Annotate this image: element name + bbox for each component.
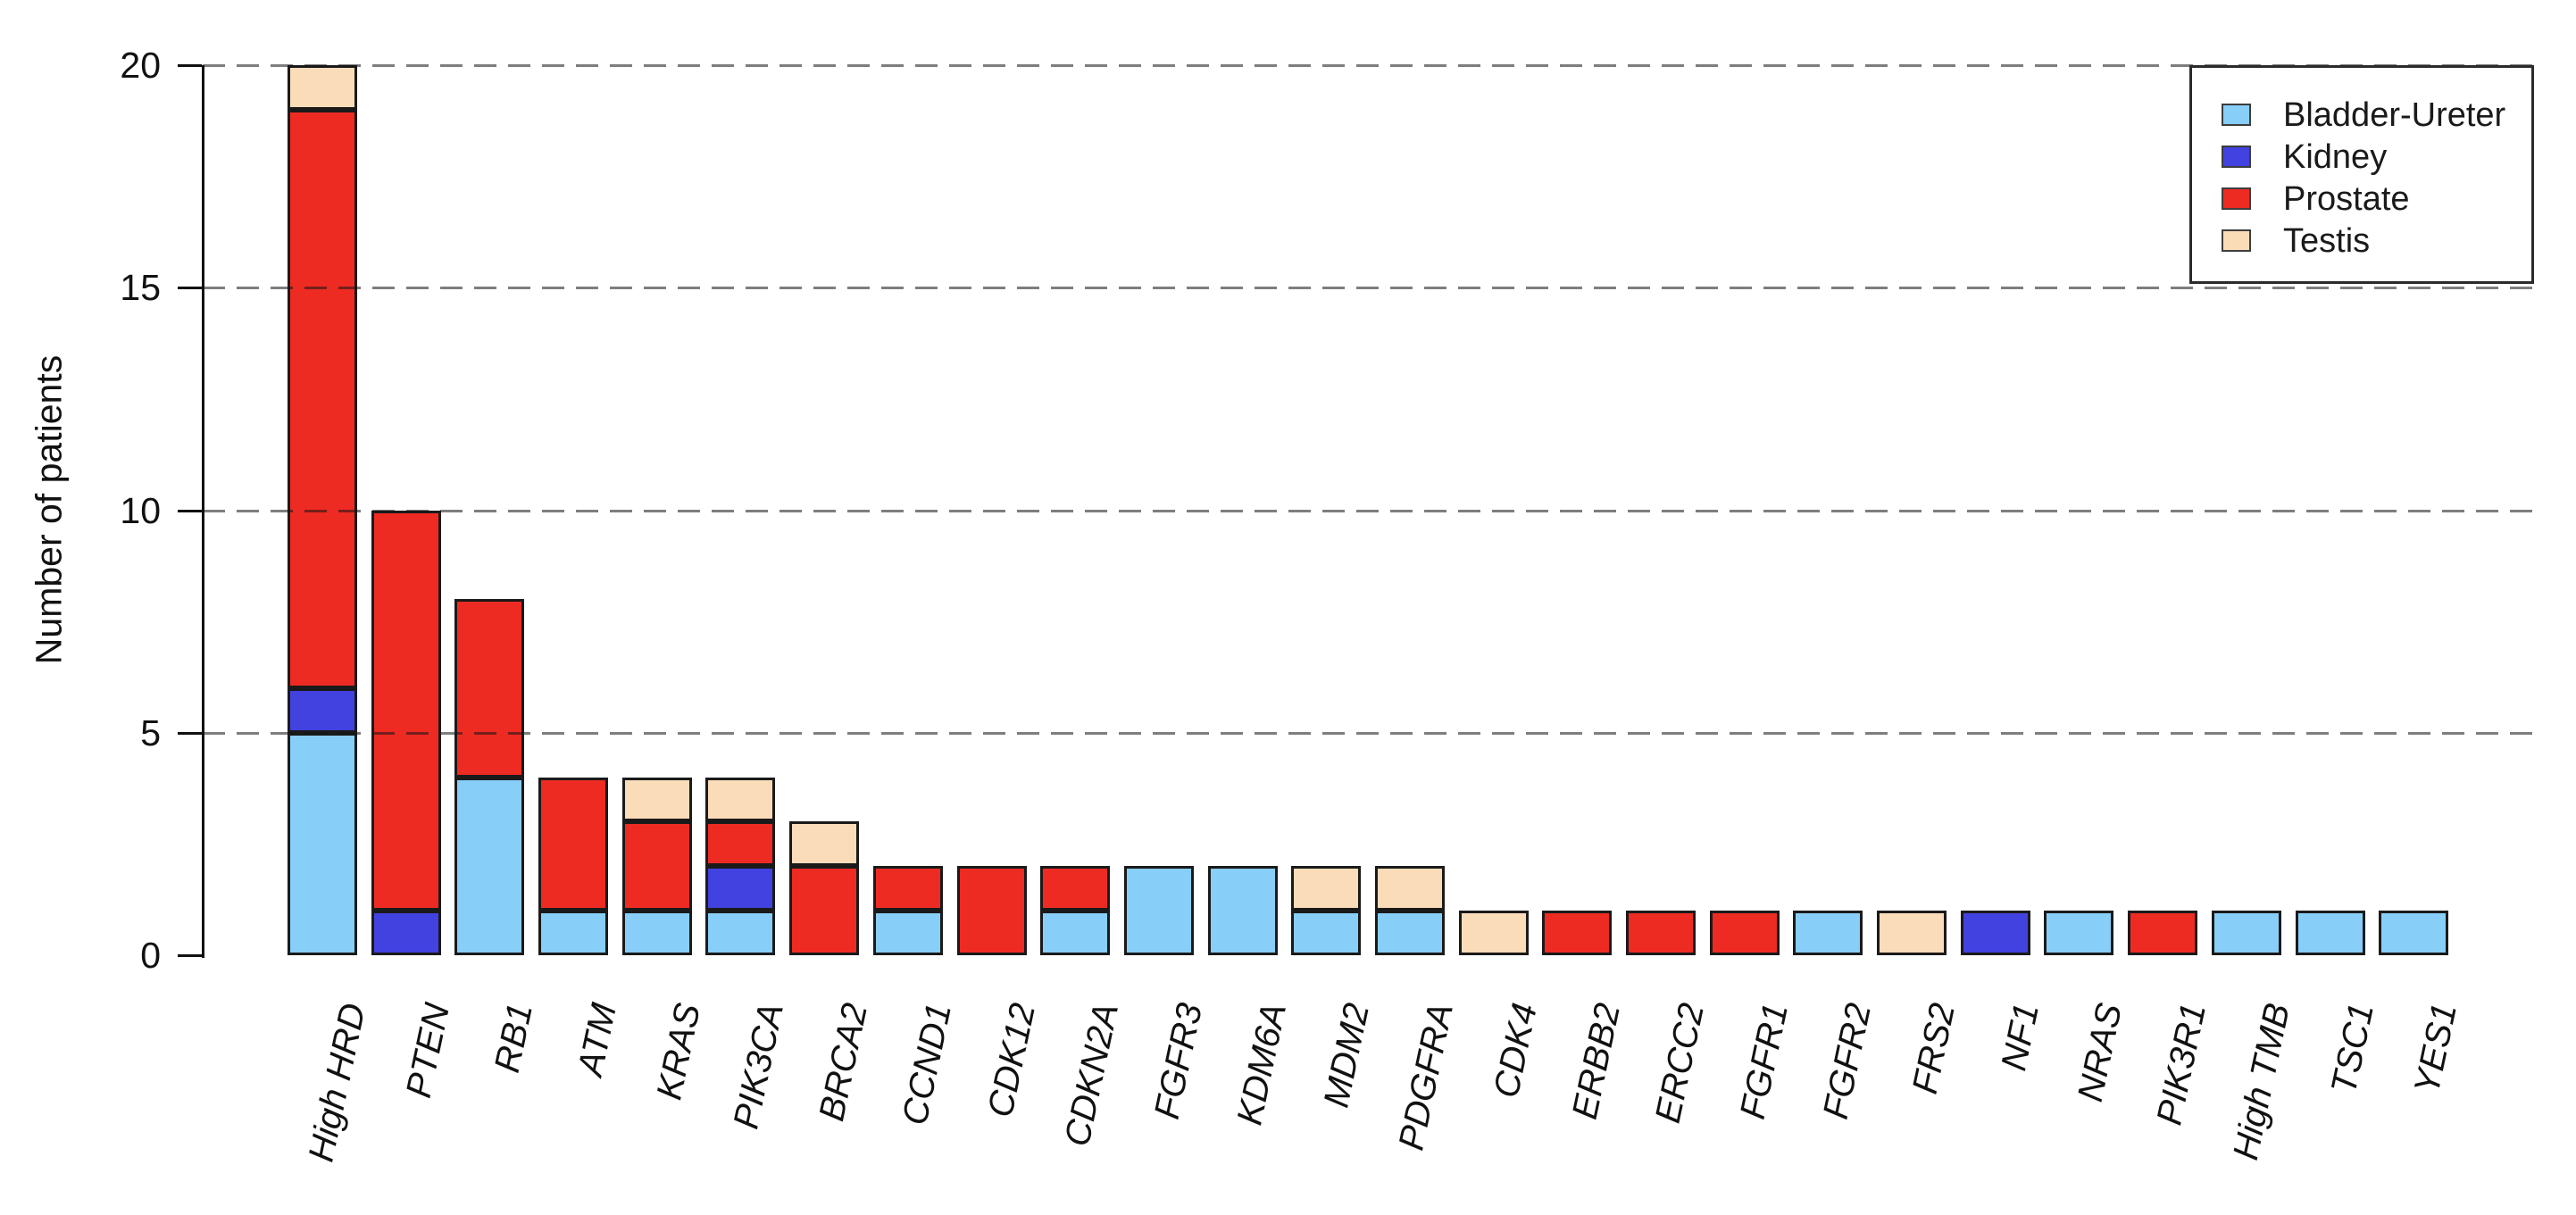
legend-label: Prostate <box>2283 179 2410 218</box>
bar-segment-prostate <box>288 109 357 688</box>
bar-segment-testis <box>789 821 860 867</box>
bar-segment-bladder-ureter <box>454 777 525 955</box>
bar-segment-testis <box>705 777 776 822</box>
bar-segment-bladder-ureter <box>1207 866 1278 955</box>
bar-segment-bladder-ureter <box>288 732 357 955</box>
bar-segment-prostate <box>454 599 525 778</box>
legend-label: Testis <box>2283 221 2371 260</box>
bar-segment-prostate <box>2128 911 2198 955</box>
bar-segment-kidney <box>371 911 441 955</box>
legend: Bladder-Ureter Kidney Prostate Testis <box>2189 65 2534 284</box>
y-tick-label: 20 <box>120 45 161 86</box>
bar-segment-prostate <box>1626 911 1696 955</box>
bar-segment-prostate <box>1709 911 1780 955</box>
legend-row: Kidney <box>2222 136 2531 178</box>
gridline <box>203 64 2536 67</box>
gridline <box>203 731 2536 735</box>
gridline <box>203 287 2536 290</box>
y-tick <box>178 287 202 290</box>
bar-segment-bladder-ureter <box>1040 911 1111 955</box>
bar-segment-prostate <box>371 510 441 911</box>
legend-swatch-kidney <box>2222 146 2251 168</box>
bar-segment-bladder-ureter <box>538 911 609 955</box>
bar-segment-bladder-ureter <box>1291 911 1362 955</box>
bar-segment-bladder-ureter <box>872 911 943 955</box>
legend-row: Prostate <box>2222 178 2531 220</box>
bar-segment-kidney <box>705 866 776 911</box>
legend-swatch-testis <box>2222 229 2251 252</box>
legend-row: Testis <box>2222 220 2531 262</box>
bar-segment-prostate <box>1040 866 1111 911</box>
bar-segment-testis <box>1374 866 1445 911</box>
legend-label: Bladder-Ureter <box>2283 96 2506 134</box>
legend-label: Kidney <box>2283 137 2388 176</box>
y-tick <box>178 731 202 735</box>
bar-segment-kidney <box>288 687 357 733</box>
gridline <box>203 509 2536 512</box>
bar-segment-prostate <box>789 866 860 955</box>
legend-swatch-bladder-ureter <box>2222 104 2251 126</box>
bar-segment-testis <box>621 777 692 822</box>
bar-segment-bladder-ureter <box>2211 911 2281 955</box>
bar-segment-prostate <box>538 777 609 911</box>
bar-segment-testis <box>1458 911 1529 955</box>
y-tick <box>178 509 202 512</box>
bar-segment-bladder-ureter <box>1374 911 1445 955</box>
y-tick-label: 0 <box>140 935 161 976</box>
bar-segment-prostate <box>872 866 943 911</box>
bar-segment-bladder-ureter <box>2295 911 2365 955</box>
y-tick-label: 10 <box>120 489 161 531</box>
y-tick-label: 15 <box>120 267 161 309</box>
bar-segment-prostate <box>1542 911 1613 955</box>
y-axis-line <box>202 65 204 958</box>
bar-segment-testis <box>1291 866 1362 911</box>
legend-swatch-prostate <box>2222 187 2251 210</box>
bar-segment-bladder-ureter <box>1123 866 1194 955</box>
bar-segment-bladder-ureter <box>621 911 692 955</box>
y-tick <box>178 64 202 67</box>
bar-segment-testis <box>1877 911 1947 955</box>
y-tick-label: 5 <box>140 712 161 753</box>
bar-segment-bladder-ureter <box>2044 911 2114 955</box>
y-tick <box>178 954 202 957</box>
legend-row: Bladder-Ureter <box>2222 94 2531 136</box>
x-category-label: High HRD <box>301 1000 374 1166</box>
bar-segment-bladder-ureter <box>2379 911 2449 955</box>
bar-segment-prostate <box>956 866 1027 955</box>
bar-segment-testis <box>288 65 357 110</box>
bar-segment-bladder-ureter <box>705 911 776 955</box>
bar-segment-prostate <box>705 821 776 867</box>
bar-segment-bladder-ureter <box>1793 911 1863 955</box>
bar-segment-kidney <box>1960 911 2030 955</box>
bar-segment-prostate <box>621 821 692 911</box>
